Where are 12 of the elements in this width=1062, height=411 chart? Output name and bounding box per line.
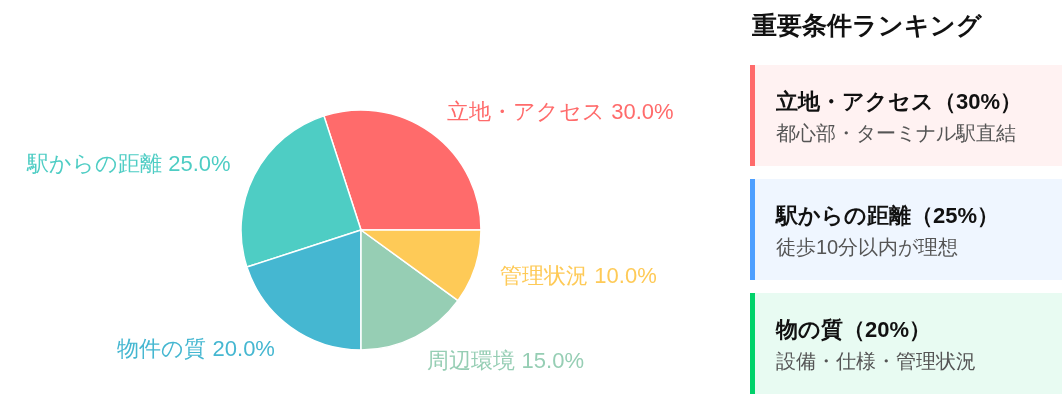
text: 駅からの距離（25%）	[775, 202, 1000, 228]
slice-label: 駅からの距離 25.0%	[26, 151, 231, 177]
slice-label: 周辺環境 15.0%	[427, 347, 584, 373]
slice-label: 物件の質 20.0%	[117, 335, 275, 361]
slice-label: 立地・アクセス 30.0%	[447, 99, 674, 125]
text: 物の質（20%）	[775, 316, 932, 342]
text: 徒歩10分以内が理想	[776, 236, 959, 258]
text: 都心部・ターミナル駅直結	[776, 122, 1016, 144]
text: 重要条件ランキング	[751, 11, 983, 39]
text: 立地・アクセス（30%）	[775, 88, 1023, 114]
text: 設備・仕様・管理状況	[776, 350, 976, 372]
slice-label: 管理状況 10.0%	[500, 262, 657, 288]
